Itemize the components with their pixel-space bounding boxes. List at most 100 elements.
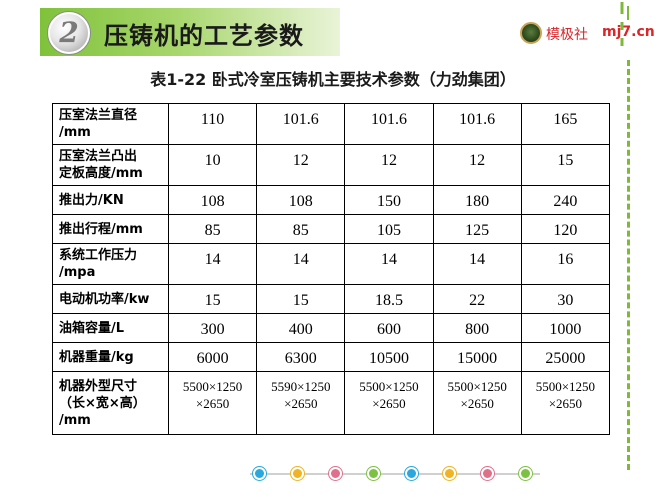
table-row: 油箱容量/L 300 400 600 800 1000 bbox=[52, 313, 611, 343]
row-label-line: 压室法兰直径 bbox=[59, 108, 138, 123]
table-cell: 6300 bbox=[256, 342, 346, 372]
table-cell: 5500×1250 ×2650 bbox=[344, 371, 434, 435]
row-label: 压室法兰直径/mm bbox=[52, 103, 169, 145]
table-cell: 5500×1250 ×2650 bbox=[167, 371, 258, 435]
decorative-dot-icon bbox=[329, 467, 342, 480]
table-cell: 5500×1250 ×2650 bbox=[520, 371, 611, 435]
table-row: 压室法兰凸出 定板高度/mm 10 12 12 12 15 bbox=[52, 144, 611, 186]
row-label-line: /mm bbox=[59, 412, 91, 428]
table-cell: 800 bbox=[432, 313, 522, 343]
brand-url[interactable]: mj7.cn bbox=[602, 24, 655, 40]
table-row: 推出力/KN 108 108 150 180 240 bbox=[52, 185, 611, 215]
table-cell: 120 bbox=[520, 214, 611, 244]
table-cell: 300 bbox=[167, 313, 258, 343]
row-label: 系统工作压力/mpa bbox=[52, 243, 169, 285]
table-cell: 108 bbox=[256, 185, 346, 215]
bottom-divider-line bbox=[250, 473, 540, 475]
cell-line: 5500×1250 bbox=[535, 379, 596, 394]
table-cell: 600 bbox=[344, 313, 434, 343]
table-row: 推出行程/mm 85 85 105 125 120 bbox=[52, 214, 611, 244]
right-dashed-rail bbox=[622, 60, 630, 470]
table-cell: 400 bbox=[256, 313, 346, 343]
cell-line: ×2650 bbox=[284, 396, 318, 411]
decorative-dot-icon bbox=[405, 467, 418, 480]
table-cell: 6000 bbox=[167, 342, 258, 372]
table-cell: 14 bbox=[344, 243, 434, 285]
row-label: 机器重量/kg bbox=[52, 342, 169, 372]
row-label-line: 推出力/KN bbox=[59, 192, 124, 208]
table-cell: 16 bbox=[520, 243, 611, 285]
table-cell: 240 bbox=[520, 185, 611, 215]
brand-name: 模极社 bbox=[546, 27, 588, 43]
row-label-line: 电动机功率/kw bbox=[59, 291, 150, 307]
table-cell: 5590×1250 ×2650 bbox=[256, 371, 346, 435]
table-cell: 101.6 bbox=[256, 103, 346, 145]
table-cell: 10500 bbox=[344, 342, 434, 372]
row-label-line: 系统工作压力 bbox=[59, 248, 138, 263]
table-row: 系统工作压力/mpa 14 14 14 14 16 bbox=[52, 243, 611, 285]
table-cell: 15000 bbox=[432, 342, 522, 372]
table-cell: 108 bbox=[167, 185, 258, 215]
table-cell: 15 bbox=[256, 284, 346, 314]
table-cell: 15 bbox=[167, 284, 258, 314]
row-label-line: 油箱容量/L bbox=[59, 320, 125, 336]
table-row: 电动机功率/kw 15 15 18.5 22 30 bbox=[52, 284, 611, 314]
table-cell: 150 bbox=[344, 185, 434, 215]
table-row: 压室法兰直径/mm 110 101.6 101.6 101.6 165 bbox=[52, 103, 611, 145]
cell-line: 5500×1250 bbox=[359, 379, 419, 394]
row-label-line: 定板高度/mm bbox=[59, 166, 143, 181]
table-cell: 101.6 bbox=[344, 103, 434, 145]
cell-line: ×2650 bbox=[548, 396, 583, 411]
decorative-dot-icon bbox=[481, 467, 494, 480]
section-number: 2 bbox=[59, 16, 79, 49]
decorative-dot-icon bbox=[519, 467, 532, 480]
brand-emblem-icon bbox=[520, 22, 542, 44]
table-cell: 165 bbox=[520, 103, 611, 145]
decorative-dot-icon bbox=[367, 467, 380, 480]
row-label: 推出力/KN bbox=[52, 185, 169, 215]
table-title: 表1-22 卧式冷室压铸机主要技术参数（力劲集团） bbox=[150, 70, 516, 89]
cell-line: 5500×1250 bbox=[447, 379, 507, 394]
table-cell: 14 bbox=[432, 243, 522, 285]
table-cell: 25000 bbox=[520, 342, 611, 372]
table-cell: 101.6 bbox=[432, 103, 522, 145]
page-title: 压铸机的工艺参数 bbox=[104, 22, 304, 50]
table-cell: 85 bbox=[167, 214, 258, 244]
cell-line: ×2650 bbox=[460, 396, 494, 411]
title-banner bbox=[40, 8, 340, 56]
row-label: 推出行程/mm bbox=[52, 214, 169, 244]
table-cell: 105 bbox=[344, 214, 434, 244]
corner-decoration-icon bbox=[620, 2, 629, 46]
table-cell: 15 bbox=[520, 144, 611, 186]
decorative-dot-icon bbox=[291, 467, 304, 480]
row-label: 压室法兰凸出 定板高度/mm bbox=[52, 144, 169, 186]
row-label-line: /mpa bbox=[59, 265, 96, 280]
table-cell: 1000 bbox=[520, 313, 611, 343]
decorative-dot-icon bbox=[443, 467, 456, 480]
row-label-line: （长×宽×高） bbox=[59, 395, 146, 411]
table-cell: 180 bbox=[432, 185, 522, 215]
table-cell: 12 bbox=[344, 144, 434, 186]
table-cell: 5500×1250 ×2650 bbox=[432, 371, 522, 435]
row-label-line: /mm bbox=[59, 125, 91, 140]
table-cell: 22 bbox=[432, 284, 522, 314]
row-label-line: 压室法兰凸出 bbox=[59, 149, 138, 164]
table-cell: 18.5 bbox=[344, 284, 434, 314]
decorative-dot-icon bbox=[253, 467, 266, 480]
table-cell: 30 bbox=[520, 284, 611, 314]
spec-table: 压室法兰直径/mm 110 101.6 101.6 101.6 165 压室法兰凸出 定板高度… bbox=[52, 103, 611, 435]
table-cell: 85 bbox=[256, 214, 346, 244]
table-cell: 10 bbox=[167, 144, 258, 186]
cell-line: 5500×1250 bbox=[182, 379, 243, 394]
row-label: 油箱容量/L bbox=[52, 313, 169, 343]
section-number-badge: 2 bbox=[48, 12, 90, 54]
table-cell: 12 bbox=[256, 144, 346, 186]
row-label-line: 机器重量/kg bbox=[59, 349, 134, 365]
table-cell: 14 bbox=[256, 243, 346, 285]
cell-line: ×2650 bbox=[195, 396, 230, 411]
table-cell: 110 bbox=[167, 103, 258, 145]
table-row: 机器重量/kg 6000 6300 10500 15000 25000 bbox=[52, 342, 611, 372]
table-cell: 125 bbox=[432, 214, 522, 244]
table-cell: 14 bbox=[167, 243, 258, 285]
row-label: 电动机功率/kw bbox=[52, 284, 169, 314]
